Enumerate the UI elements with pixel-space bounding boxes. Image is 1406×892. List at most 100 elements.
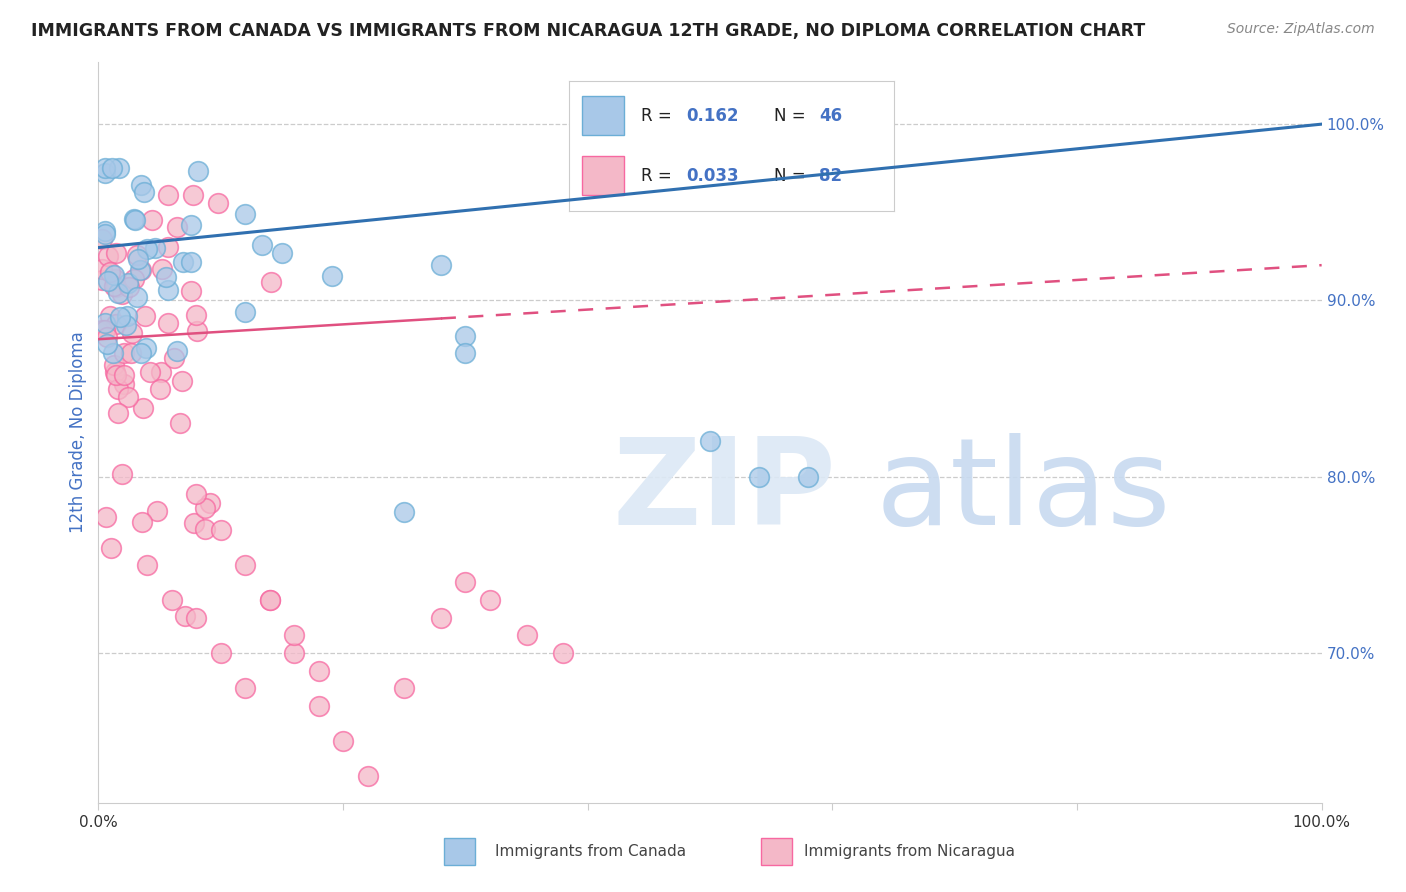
Point [112,368,135,382]
Text: Immigrants from Canada: Immigrants from Canada [495,845,686,859]
Point [104,245,127,260]
Point [139,365,162,379]
Point [149,365,172,379]
Point [166,220,188,235]
Text: Immigrants from Nicaragua: Immigrants from Nicaragua [804,845,1015,859]
Point [207,195,229,210]
Point [112,376,135,391]
Point [110,310,132,324]
Point [103,279,125,293]
Point [104,272,127,286]
Point [94,509,117,524]
Point [93,166,115,180]
Point [132,401,155,416]
Point [105,368,128,383]
Point [156,283,179,297]
Point [122,272,145,286]
Point [131,516,153,530]
Text: atlas: atlas [875,434,1171,550]
Point [392,505,416,519]
Point [183,516,205,530]
Point [186,611,208,625]
Point [169,416,191,430]
Point [184,309,207,323]
Point [283,628,305,642]
Point [454,328,477,343]
Point [200,495,222,509]
Point [112,346,135,360]
Point [155,270,177,285]
Point [430,611,453,625]
Point [101,161,124,176]
Point [111,467,134,481]
Point [124,213,146,227]
Y-axis label: 12th Grade, No Diploma: 12th Grade, No Diploma [69,332,87,533]
Point [748,469,770,483]
Text: ZIP: ZIP [612,434,837,550]
Point [194,500,217,515]
Point [515,628,537,642]
Point [120,346,142,360]
Point [148,382,170,396]
Point [97,274,120,288]
Point [135,341,157,355]
Point [122,212,145,227]
Point [146,504,169,518]
Point [478,593,501,607]
Point [101,346,124,360]
Point [270,245,292,260]
Point [98,310,121,324]
FancyBboxPatch shape [762,838,793,865]
Point [180,254,202,268]
Point [93,316,115,330]
Point [233,207,256,221]
Point [117,390,139,404]
Point [96,330,118,344]
Point [173,609,195,624]
Point [93,227,115,242]
Point [93,161,115,176]
Point [186,487,208,501]
Point [553,646,575,660]
Point [141,213,163,227]
Point [125,290,148,304]
Point [250,238,273,252]
Point [91,232,114,246]
Point [157,240,180,254]
Point [91,261,114,276]
Point [100,541,122,555]
Text: Source: ZipAtlas.com: Source: ZipAtlas.com [1227,22,1375,37]
Point [121,326,143,340]
Point [132,185,155,199]
Point [180,284,202,298]
Point [107,382,129,396]
Point [454,346,477,360]
Point [180,218,202,232]
Point [100,265,122,279]
Point [105,280,128,294]
Point [129,346,152,360]
Text: IMMIGRANTS FROM CANADA VS IMMIGRANTS FROM NICARAGUA 12TH GRADE, NO DIPLOMA CORRE: IMMIGRANTS FROM CANADA VS IMMIGRANTS FRO… [31,22,1144,40]
Point [194,522,217,536]
Point [136,242,159,256]
Point [150,261,173,276]
Point [181,187,204,202]
Point [166,343,188,358]
Point [209,523,232,537]
Point [308,664,330,678]
Point [160,593,183,607]
Point [172,254,194,268]
Point [699,434,721,449]
Point [115,318,138,332]
Point [163,351,186,365]
Point [356,769,378,783]
Point [105,317,128,331]
Point [103,268,125,282]
Point [392,681,416,696]
Point [136,558,159,572]
Point [128,263,150,277]
Point [97,249,120,263]
Point [104,365,127,379]
Point [454,575,477,590]
Point [125,247,148,261]
